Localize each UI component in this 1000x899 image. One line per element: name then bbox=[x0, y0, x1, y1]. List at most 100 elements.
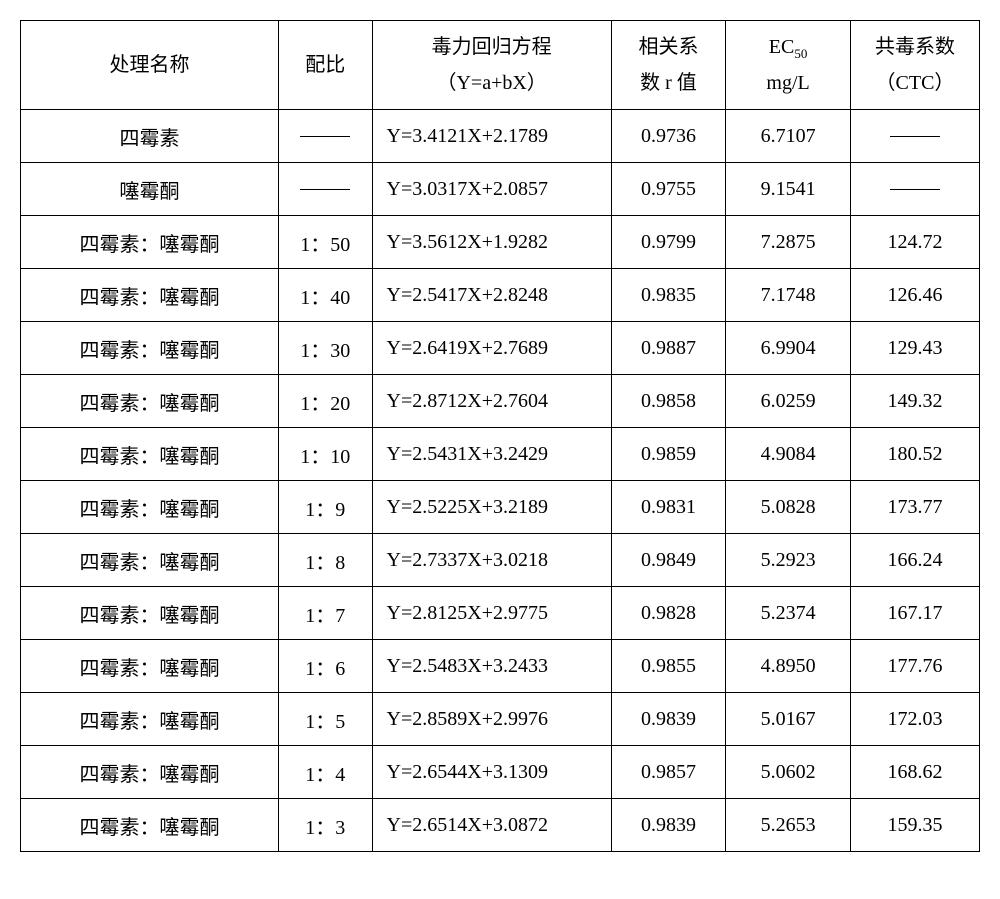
cell-name: 四霉素：噻霉酮 bbox=[21, 269, 279, 322]
cell-r: 0.9828 bbox=[611, 587, 725, 640]
table-row: 四霉素：噻霉酮1：30Y=2.6419X+2.76890.98876.99041… bbox=[21, 322, 980, 375]
col-header-eq: 毒力回归方程 （Y=a+bX） bbox=[372, 21, 611, 110]
cell-name: 四霉素：噻霉酮 bbox=[21, 534, 279, 587]
header-row: 处理名称 配比 毒力回归方程 （Y=a+bX） 相关系 数 r 值 EC50 m… bbox=[21, 21, 980, 110]
toxicity-table: 处理名称 配比 毒力回归方程 （Y=a+bX） 相关系 数 r 值 EC50 m… bbox=[20, 20, 980, 852]
table-row: 四霉素：噻霉酮1：5Y=2.8589X+2.99760.98395.016717… bbox=[21, 693, 980, 746]
table-row: 四霉素：噻霉酮1：10Y=2.5431X+3.24290.98594.90841… bbox=[21, 428, 980, 481]
cell-ec: 5.2374 bbox=[726, 587, 851, 640]
col-header-ec: EC50 mg/L bbox=[726, 21, 851, 110]
cell-name: 四霉素：噻霉酮 bbox=[21, 799, 279, 852]
cell-name: 四霉素：噻霉酮 bbox=[21, 375, 279, 428]
cell-eq: Y=2.6544X+3.1309 bbox=[372, 746, 611, 799]
cell-ctc bbox=[850, 163, 979, 216]
cell-ec: 4.9084 bbox=[726, 428, 851, 481]
cell-eq: Y=2.6419X+2.7689 bbox=[372, 322, 611, 375]
dash-icon bbox=[300, 189, 350, 190]
cell-r: 0.9857 bbox=[611, 746, 725, 799]
cell-r: 0.9859 bbox=[611, 428, 725, 481]
table-row: 四霉素：噻霉酮1：9Y=2.5225X+3.21890.98315.082817… bbox=[21, 481, 980, 534]
cell-ec: 6.0259 bbox=[726, 375, 851, 428]
cell-ratio: 1：5 bbox=[278, 693, 372, 746]
cell-r: 0.9755 bbox=[611, 163, 725, 216]
table-row: 四霉素：噻霉酮1：20Y=2.8712X+2.76040.98586.02591… bbox=[21, 375, 980, 428]
cell-r: 0.9831 bbox=[611, 481, 725, 534]
cell-name: 四霉素：噻霉酮 bbox=[21, 693, 279, 746]
cell-r: 0.9736 bbox=[611, 110, 725, 163]
cell-r: 0.9839 bbox=[611, 693, 725, 746]
table-row: 四霉素：噻霉酮1：3Y=2.6514X+3.08720.98395.265315… bbox=[21, 799, 980, 852]
cell-eq: Y=2.7337X+3.0218 bbox=[372, 534, 611, 587]
cell-r: 0.9858 bbox=[611, 375, 725, 428]
cell-ec: 5.0167 bbox=[726, 693, 851, 746]
col-header-name: 处理名称 bbox=[21, 21, 279, 110]
cell-r: 0.9849 bbox=[611, 534, 725, 587]
col-header-ctc: 共毒系数 （CTC） bbox=[850, 21, 979, 110]
cell-ctc: 129.43 bbox=[850, 322, 979, 375]
cell-r: 0.9835 bbox=[611, 269, 725, 322]
cell-ec: 9.1541 bbox=[726, 163, 851, 216]
cell-ec: 5.0602 bbox=[726, 746, 851, 799]
cell-ctc: 149.32 bbox=[850, 375, 979, 428]
cell-ratio: 1：20 bbox=[278, 375, 372, 428]
cell-ec: 6.9904 bbox=[726, 322, 851, 375]
cell-ctc: 166.24 bbox=[850, 534, 979, 587]
cell-ratio: 1：10 bbox=[278, 428, 372, 481]
col-header-ratio: 配比 bbox=[278, 21, 372, 110]
cell-ratio: 1：30 bbox=[278, 322, 372, 375]
header-subtext: 数 r 值 bbox=[612, 65, 725, 101]
cell-ratio: 1：4 bbox=[278, 746, 372, 799]
cell-r: 0.9855 bbox=[611, 640, 725, 693]
cell-eq: Y=2.5225X+3.2189 bbox=[372, 481, 611, 534]
header-subtext: （Y=a+bX） bbox=[373, 65, 611, 101]
cell-ctc: 124.72 bbox=[850, 216, 979, 269]
cell-ctc bbox=[850, 110, 979, 163]
cell-eq: Y=3.0317X+2.0857 bbox=[372, 163, 611, 216]
cell-eq: Y=2.8712X+2.7604 bbox=[372, 375, 611, 428]
table-row: 四霉素Y=3.4121X+2.17890.97366.7107 bbox=[21, 110, 980, 163]
cell-name: 噻霉酮 bbox=[21, 163, 279, 216]
table-row: 四霉素：噻霉酮1：6Y=2.5483X+3.24330.98554.895017… bbox=[21, 640, 980, 693]
cell-ratio: 1：7 bbox=[278, 587, 372, 640]
cell-ctc: 159.35 bbox=[850, 799, 979, 852]
cell-eq: Y=2.8589X+2.9976 bbox=[372, 693, 611, 746]
cell-r: 0.9887 bbox=[611, 322, 725, 375]
cell-ec: 6.7107 bbox=[726, 110, 851, 163]
cell-r: 0.9839 bbox=[611, 799, 725, 852]
dash-icon bbox=[890, 136, 940, 137]
table-row: 四霉素：噻霉酮1：50Y=3.5612X+1.92820.97997.28751… bbox=[21, 216, 980, 269]
header-text: 毒力回归方程 bbox=[373, 29, 611, 65]
header-subtext: mg/L bbox=[726, 65, 850, 101]
cell-ctc: 172.03 bbox=[850, 693, 979, 746]
cell-eq: Y=3.5612X+1.9282 bbox=[372, 216, 611, 269]
cell-ec: 7.2875 bbox=[726, 216, 851, 269]
cell-ec: 5.2653 bbox=[726, 799, 851, 852]
cell-name: 四霉素：噻霉酮 bbox=[21, 428, 279, 481]
cell-ratio bbox=[278, 163, 372, 216]
cell-ratio: 1：8 bbox=[278, 534, 372, 587]
cell-ec: 5.2923 bbox=[726, 534, 851, 587]
cell-ratio: 1：40 bbox=[278, 269, 372, 322]
cell-ratio: 1：9 bbox=[278, 481, 372, 534]
header-text: 配比 bbox=[305, 54, 345, 76]
cell-name: 四霉素：噻霉酮 bbox=[21, 481, 279, 534]
cell-ratio: 1：3 bbox=[278, 799, 372, 852]
cell-name: 四霉素：噻霉酮 bbox=[21, 587, 279, 640]
cell-eq: Y=2.5483X+3.2433 bbox=[372, 640, 611, 693]
header-text: EC50 bbox=[726, 29, 850, 65]
cell-name: 四霉素 bbox=[21, 110, 279, 163]
cell-ctc: 167.17 bbox=[850, 587, 979, 640]
cell-eq: Y=2.8125X+2.9775 bbox=[372, 587, 611, 640]
cell-name: 四霉素：噻霉酮 bbox=[21, 746, 279, 799]
table-row: 四霉素：噻霉酮1：40Y=2.5417X+2.82480.98357.17481… bbox=[21, 269, 980, 322]
header-text: 处理名称 bbox=[109, 54, 189, 76]
table-row: 四霉素：噻霉酮1：4Y=2.6544X+3.13090.98575.060216… bbox=[21, 746, 980, 799]
dash-icon bbox=[300, 136, 350, 137]
cell-eq: Y=2.5431X+3.2429 bbox=[372, 428, 611, 481]
cell-ec: 4.8950 bbox=[726, 640, 851, 693]
header-text: 共毒系数 bbox=[851, 29, 979, 65]
cell-name: 四霉素：噻霉酮 bbox=[21, 216, 279, 269]
cell-ctc: 126.46 bbox=[850, 269, 979, 322]
table-row: 噻霉酮 Y=3.0317X+2.08570.97559.1541 bbox=[21, 163, 980, 216]
col-header-r: 相关系 数 r 值 bbox=[611, 21, 725, 110]
